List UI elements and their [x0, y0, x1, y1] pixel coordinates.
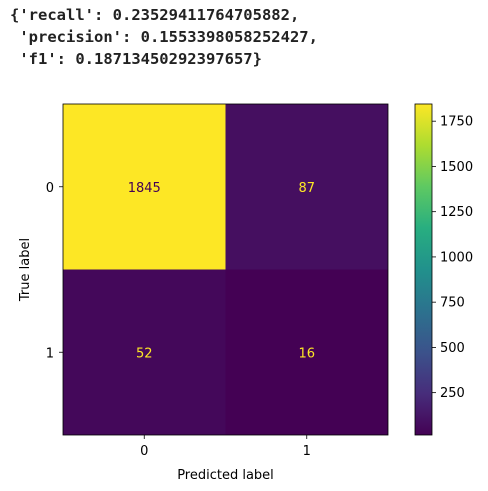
y-tick-label: 1 [46, 346, 54, 361]
colorbar-tick-label: 250 [440, 386, 465, 401]
colorbar-tick-label: 500 [440, 341, 465, 356]
output-line: {'recall': 0.23529411764705882, [10, 6, 300, 24]
y-axis-label: True label [18, 238, 33, 302]
cell-value-label: 52 [136, 346, 153, 361]
colorbar-tick-label: 1750 [440, 115, 473, 130]
colorbar [415, 104, 432, 435]
cell-value-label: 1845 [128, 181, 161, 196]
matrix-cell [63, 269, 226, 435]
colorbar-tick-label: 1500 [440, 160, 473, 175]
matrix-cell [225, 104, 388, 270]
output-line: 'f1': 0.18713450292397657} [10, 50, 262, 68]
x-axis-label: Predicted label [177, 468, 274, 483]
matrix-cells [63, 104, 388, 435]
plot-frame [62, 103, 389, 436]
output-text: {'recall': 0.23529411764705882, 'precisi… [10, 4, 318, 70]
matrix-cell [63, 104, 226, 270]
matrix-cell [225, 269, 388, 435]
output-line: 'precision': 0.1553398058252427, [10, 28, 318, 46]
y-axis-ticks: 01 [46, 181, 63, 361]
y-tick-label: 0 [46, 181, 54, 196]
x-tick-label: 1 [303, 444, 311, 459]
cell-value-label: 16 [298, 346, 315, 361]
colorbar-ticks: 250 500 750 1000 1250 1500 1750 [432, 115, 473, 401]
cell-value-label: 87 [298, 181, 315, 196]
colorbar-tick-label: 1250 [440, 205, 473, 220]
cell-value-labels: 1845 87 52 16 [128, 181, 315, 362]
colorbar-tick-label: 1000 [440, 250, 473, 265]
x-tick-label: 0 [140, 444, 148, 459]
colorbar-tick-label: 750 [440, 296, 465, 311]
colorbar-frame [414, 103, 433, 436]
